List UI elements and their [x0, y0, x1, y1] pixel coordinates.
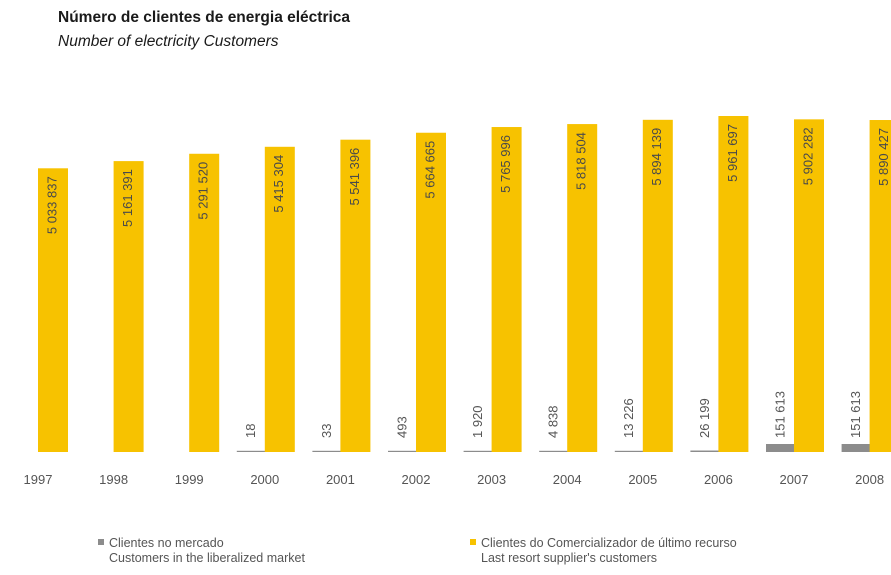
- x-tick-label: 2005: [628, 472, 657, 487]
- bar-last-resort-2004: [567, 124, 598, 453]
- legend-item-liberalized: Clientes no mercado Customers in the lib…: [98, 536, 305, 566]
- x-tick-label: 2006: [704, 472, 733, 487]
- legend-swatch-gray: [98, 539, 104, 545]
- label-liberalized-2003: 1 920: [470, 405, 485, 438]
- bar-liberalized-2001: [312, 450, 343, 452]
- chart-title: Número de clientes de energia eléctrica: [58, 9, 351, 26]
- bar-last-resort-2003: [491, 127, 522, 453]
- legend-label-pt: Clientes do Comercializador de último re…: [481, 536, 737, 550]
- label-last-resort-2002: 5 664 665: [422, 141, 437, 199]
- legend-item-last-resort: Clientes do Comercializador de último re…: [470, 536, 737, 566]
- label-liberalized-2005: 13 226: [621, 398, 636, 438]
- label-last-resort-2003: 5 765 996: [498, 135, 513, 193]
- x-tick-label: 2003: [477, 472, 506, 487]
- legend-label-en: Last resort supplier's customers: [481, 551, 658, 565]
- label-last-resort-2007: 5 902 282: [800, 127, 815, 185]
- bar-last-resort-1999: [189, 153, 220, 452]
- label-liberalized-2001: 33: [319, 424, 334, 438]
- bar-liberalized-2008: [841, 444, 872, 452]
- x-tick-label: 2000: [250, 472, 279, 487]
- label-liberalized-2000: 18: [243, 424, 258, 438]
- legend-label-pt: Clientes no mercado: [109, 536, 224, 550]
- label-last-resort-2004: 5 818 504: [574, 132, 589, 190]
- label-liberalized-2008: 151 613: [848, 391, 863, 438]
- label-liberalized-2006: 26 199: [697, 398, 712, 438]
- label-last-resort-2005: 5 894 139: [649, 128, 664, 186]
- legend-swatch-yellow: [470, 539, 476, 545]
- chart-subtitle: Number of electricity Customers: [58, 33, 279, 50]
- label-last-resort-2000: 5 415 304: [271, 155, 286, 213]
- bar-last-resort-2002: [416, 132, 446, 452]
- bar-last-resort-2006: [718, 116, 749, 452]
- bar-last-resort-2005: [642, 119, 673, 452]
- legend-label-en: Customers in the liberalized market: [109, 551, 305, 565]
- bar-liberalized-2007: [766, 444, 796, 452]
- label-last-resort-1997: 5 033 837: [44, 176, 59, 234]
- bar-last-resort-2000: [264, 146, 295, 452]
- x-tick-label: 1997: [24, 472, 53, 487]
- label-last-resort-1998: 5 161 391: [120, 169, 135, 227]
- x-tick-label: 2004: [553, 472, 582, 487]
- label-liberalized-2007: 151 613: [772, 391, 787, 438]
- label-last-resort-2008: 5 890 427: [876, 128, 891, 186]
- x-tick-label: 1998: [99, 472, 128, 487]
- bar-liberalized-2003: [463, 450, 494, 452]
- bar-last-resort-2007: [794, 119, 824, 452]
- label-last-resort-2006: 5 961 697: [725, 124, 740, 182]
- label-last-resort-1999: 5 291 520: [196, 162, 211, 220]
- x-tick-label: 2008: [855, 472, 884, 487]
- label-last-resort-2001: 5 541 396: [347, 148, 362, 206]
- bar-last-resort-2008: [869, 120, 891, 453]
- x-tick-label: 2007: [780, 472, 809, 487]
- bar-last-resort-2001: [340, 139, 371, 452]
- bar-liberalized-2002: [388, 450, 418, 452]
- bar-last-resort-1998: [113, 161, 144, 452]
- bar-liberalized-2000: [236, 450, 267, 452]
- bar-last-resort-1997: [38, 168, 68, 452]
- label-liberalized-2002: 493: [394, 416, 409, 438]
- bar-liberalized-2004: [539, 450, 570, 452]
- x-tick-label: 1999: [175, 472, 204, 487]
- label-liberalized-2004: 4 838: [546, 405, 561, 438]
- x-tick-label: 2002: [402, 472, 431, 487]
- x-tick-label: 2001: [326, 472, 355, 487]
- bar-liberalized-2005: [614, 450, 645, 452]
- bar-liberalized-2006: [690, 450, 721, 452]
